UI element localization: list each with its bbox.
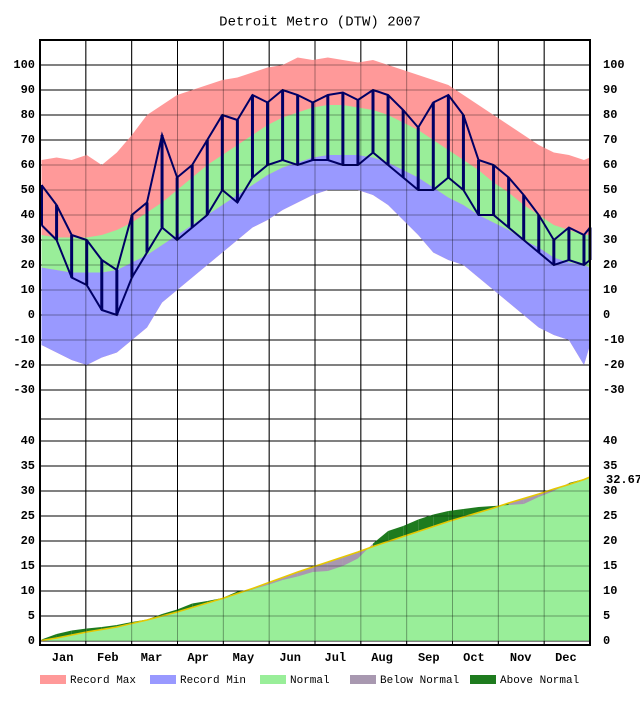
x-tick-label: Dec (555, 651, 577, 665)
y-tick-label: 30 (21, 484, 35, 498)
y-tick-label-right: 5 (603, 609, 610, 623)
legend-label: Above Normal (500, 675, 579, 687)
y-tick-label-right: 40 (603, 208, 617, 222)
legend-label: Record Min (180, 675, 246, 687)
y-tick-label: 0 (28, 308, 35, 322)
y-tick-label: 10 (21, 584, 35, 598)
observed-high (40, 88, 591, 272)
y-tick-label-right: 10 (603, 283, 617, 297)
y-tick-label: 25 (21, 509, 35, 523)
y-tick-label-right: 0 (603, 308, 610, 322)
normal-area (41, 105, 591, 273)
record-min-area (41, 155, 591, 365)
above-normal-area (177, 603, 193, 612)
y-tick-label: 50 (21, 183, 35, 197)
y-tick-label: 80 (21, 108, 35, 122)
below-normal-area (312, 562, 328, 572)
below-normal-area (327, 557, 343, 571)
y-tick-label: -30 (13, 383, 35, 397)
y-tick-label-right: -10 (603, 333, 625, 347)
above-normal-area (56, 630, 72, 638)
x-tick-label: May (233, 651, 255, 665)
legend-label: Normal (290, 675, 330, 687)
y-tick-label-right: 35 (603, 459, 617, 473)
y-tick-label-right: 80 (603, 108, 617, 122)
y-tick-label: 0 (28, 634, 35, 648)
y-tick-label: 20 (21, 258, 35, 272)
y-tick-label: 60 (21, 158, 35, 172)
x-tick-label: Jun (279, 651, 301, 665)
y-tick-label-right: -20 (603, 358, 625, 372)
y-tick-label-right: 100 (603, 58, 625, 72)
y-tick-label-right: 90 (603, 83, 617, 97)
y-tick-label: 40 (21, 208, 35, 222)
y-tick-label-right: 60 (603, 158, 617, 172)
above-normal-area (71, 628, 87, 635)
legend-swatch (350, 675, 376, 684)
chart-title: Detroit Metro (DTW) 2007 (219, 15, 421, 31)
below-normal-area (523, 494, 539, 504)
above-normal-area (41, 634, 57, 641)
x-tick-label: Nov (510, 651, 532, 665)
y-tick-label: 30 (21, 233, 35, 247)
y-tick-label: 35 (21, 459, 35, 473)
legend-swatch (260, 675, 286, 684)
above-normal-area (448, 509, 464, 522)
x-tick-label: Apr (187, 651, 209, 665)
x-tick-label: Mar (141, 651, 163, 665)
x-tick-label: Feb (97, 651, 119, 665)
y-tick-label: 100 (13, 58, 35, 72)
normal-precip-line (41, 476, 591, 642)
y-tick-label-right: 30 (603, 233, 617, 247)
y-tick-label: 20 (21, 534, 35, 548)
below-normal-area (342, 552, 358, 566)
y-tick-label-right: 20 (603, 258, 617, 272)
legend-label: Record Max (70, 675, 136, 687)
plot-frame (39, 39, 591, 646)
normal-precip-area (41, 477, 591, 641)
y-tick-label-right: 70 (603, 133, 617, 147)
y-tick-label: 10 (21, 283, 35, 297)
x-tick-label: Sep (418, 651, 440, 665)
legend-swatch (150, 675, 176, 684)
y-tick-label: 90 (21, 83, 35, 97)
y-tick-label: 15 (21, 559, 35, 573)
legend-swatch (470, 675, 496, 684)
above-normal-area (463, 507, 479, 517)
total-label: 32.67 (606, 473, 640, 487)
observed-low (40, 151, 591, 317)
y-tick-label: 70 (21, 133, 35, 147)
y-tick-label-right: 10 (603, 584, 617, 598)
y-tick-label-right: 30 (603, 484, 617, 498)
y-tick-label: 40 (21, 434, 35, 448)
y-tick-label: -10 (13, 333, 35, 347)
x-tick-label: Jul (325, 651, 347, 665)
x-tick-label: Jan (52, 651, 74, 665)
x-tick-label: Aug (371, 651, 393, 665)
below-normal-area (297, 567, 313, 577)
legend-swatch (40, 675, 66, 684)
y-tick-label-right: 50 (603, 183, 617, 197)
y-tick-label-right: -30 (603, 383, 625, 397)
y-tick-label-right: 20 (603, 534, 617, 548)
legend-label: Below Normal (380, 675, 459, 687)
y-tick-label-right: 40 (603, 434, 617, 448)
x-tick-label: Oct (463, 651, 485, 665)
y-tick-label-right: 25 (603, 509, 617, 523)
y-tick-label: 5 (28, 609, 35, 623)
y-tick-label: -20 (13, 358, 35, 372)
y-tick-label-right: 0 (603, 634, 610, 648)
y-tick-label-right: 15 (603, 559, 617, 573)
